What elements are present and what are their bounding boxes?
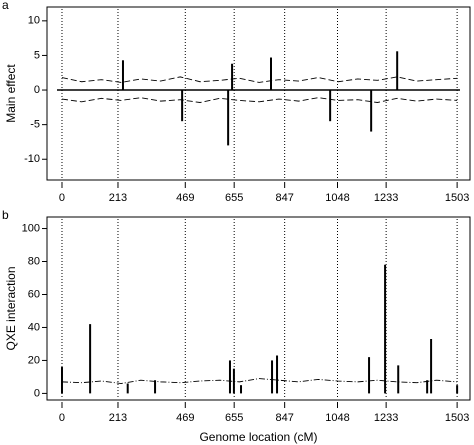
x-tick-label: 469	[176, 412, 194, 424]
x-tick-label: 655	[225, 192, 243, 204]
x-tick-label: 1503	[445, 192, 469, 204]
panel-label: b	[2, 208, 9, 222]
y-axis-label: QXE interaction	[4, 266, 18, 350]
x-tick-label: 213	[109, 192, 127, 204]
x-tick-label: 1233	[374, 192, 398, 204]
y-tick-label: 20	[28, 354, 40, 366]
x-tick-label: 469	[176, 192, 194, 204]
y-tick-label: 60	[28, 288, 40, 300]
x-tick-label: 213	[109, 412, 127, 424]
y-tick-label: -5	[30, 119, 40, 131]
y-tick-label: 80	[28, 255, 40, 267]
x-tick-label: 1048	[325, 192, 349, 204]
plot-frame	[46, 216, 471, 401]
threshold-line	[61, 378, 458, 384]
y-tick-label: 0	[34, 84, 40, 96]
x-tick-label: 1233	[374, 412, 398, 424]
x-tick-label: 0	[59, 192, 65, 204]
y-axis-label: Main effect	[4, 64, 18, 123]
x-tick-label: 847	[275, 412, 293, 424]
threshold-line	[61, 76, 458, 83]
x-axis-label: Genome location (cM)	[199, 430, 317, 444]
plot-frame	[46, 6, 471, 181]
y-tick-label: 100	[22, 222, 40, 234]
x-tick-label: 847	[275, 192, 293, 204]
y-tick-label: 40	[28, 321, 40, 333]
y-tick-label: 0	[34, 387, 40, 399]
y-tick-label: 5	[34, 49, 40, 61]
x-tick-label: 0	[59, 412, 65, 424]
y-tick-label: -10	[24, 153, 40, 165]
panel-label: a	[2, 0, 9, 12]
x-tick-label: 1503	[445, 412, 469, 424]
threshold-line	[61, 97, 458, 103]
x-tick-label: 655	[225, 412, 243, 424]
y-tick-label: 10	[28, 15, 40, 27]
x-tick-label: 1048	[325, 412, 349, 424]
